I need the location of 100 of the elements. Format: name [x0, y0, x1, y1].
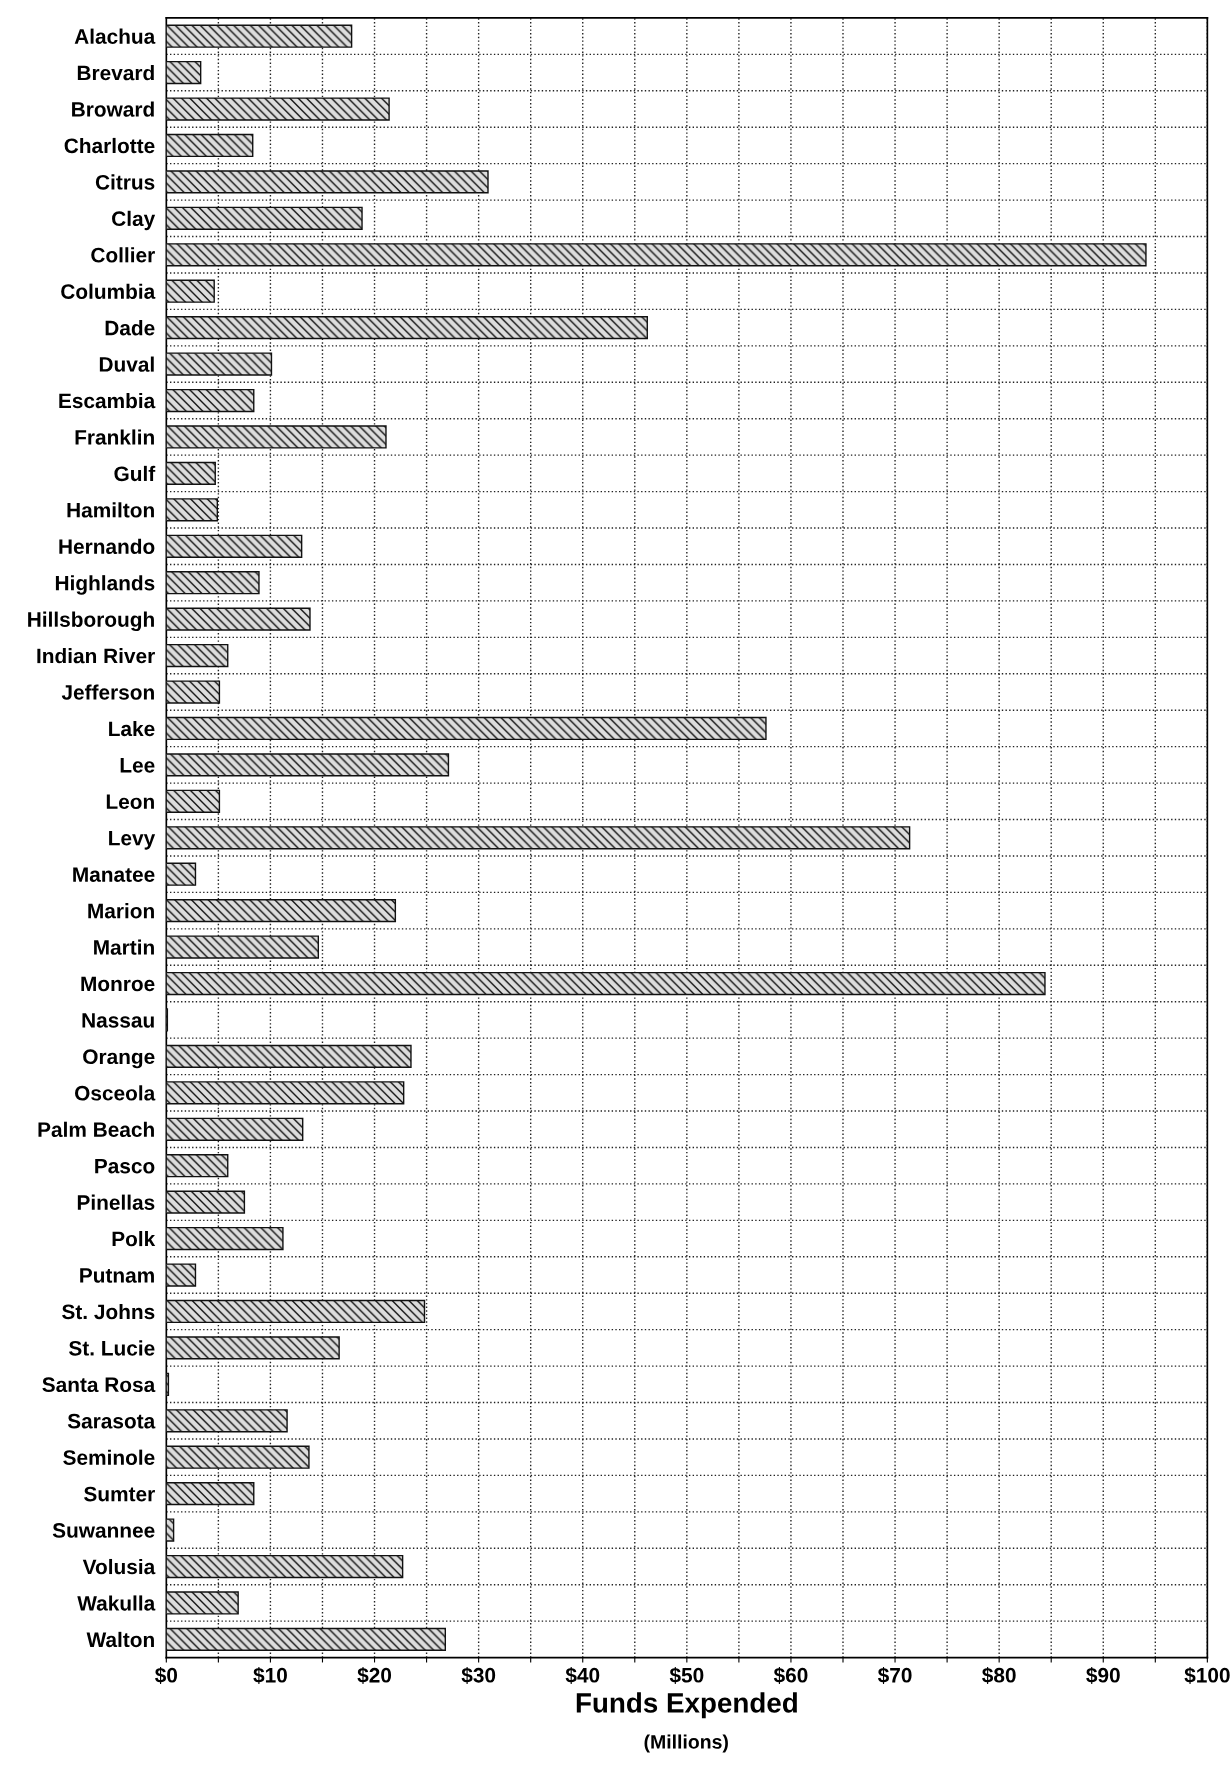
- y-tick-label: Dade: [105, 320, 155, 336]
- bar: [166, 243, 1147, 267]
- bar: [166, 1263, 197, 1287]
- y-tick-label: Manatee: [73, 867, 155, 882]
- bar: [166, 97, 390, 121]
- x-tick-label: $10: [253, 1666, 287, 1684]
- y-tick-label: Gulf: [114, 465, 156, 482]
- y-tick-label: St. Johns: [62, 1303, 155, 1320]
- y-tick-label: Jefferson: [61, 684, 154, 700]
- x-tick-label: $30: [461, 1666, 496, 1684]
- bar: [166, 1482, 255, 1506]
- y-tick-label: Alachua: [74, 28, 156, 44]
- text: (Millions): [644, 1734, 728, 1753]
- y-tick-label: Santa Rosa: [42, 1377, 156, 1393]
- bar: [166, 571, 260, 595]
- x-tick-label: $100: [1184, 1666, 1230, 1684]
- x-tick-label: $80: [982, 1666, 1016, 1684]
- y-tick-label: Suwannee: [52, 1523, 155, 1538]
- bar: [166, 899, 397, 923]
- y-tick-label: Citrus: [95, 174, 155, 190]
- bar: [166, 279, 215, 303]
- y-tick-label: Martin: [94, 939, 154, 955]
- y-tick-label: Indian River: [37, 648, 155, 664]
- bar: [166, 388, 255, 413]
- y-tick-label: Hillsborough: [28, 611, 154, 632]
- y-tick-label: Hamilton: [67, 502, 154, 518]
- y-tick-label: Escambia: [59, 392, 156, 409]
- bar: [166, 862, 197, 886]
- bar: [166, 643, 229, 668]
- y-tick-label: Brevard: [77, 65, 154, 81]
- x-tick-label: $20: [357, 1666, 392, 1684]
- bar: [166, 1409, 288, 1433]
- y-tick-label: Wakulla: [77, 1595, 156, 1611]
- bar: [166, 935, 320, 959]
- y-tick-label: Nassau: [82, 1013, 154, 1028]
- y-tick-label: Volusia: [82, 1558, 156, 1575]
- y-tick-label: Duval: [99, 356, 154, 372]
- y-tick-label: Leon: [106, 794, 154, 810]
- y-tick-label: Hernando: [59, 538, 155, 555]
- bar: [166, 1627, 447, 1652]
- bar: [166, 133, 254, 158]
- bar: [166, 206, 363, 230]
- y-tick-label: Polk: [112, 1231, 156, 1247]
- bar: [166, 753, 450, 777]
- x-tick-label: $60: [773, 1666, 808, 1684]
- bar: [166, 316, 648, 340]
- x-tick-label: $70: [877, 1666, 912, 1684]
- y-tick-label: Sarasota: [67, 1413, 156, 1429]
- y-tick-label: Sumter: [84, 1486, 155, 1502]
- bar: [166, 1044, 412, 1069]
- bar: [166, 1154, 229, 1178]
- bar: [166, 1226, 284, 1251]
- y-tick-label: Levy: [109, 830, 156, 850]
- x-tick-label: $40: [565, 1666, 600, 1684]
- bar: [166, 498, 219, 522]
- bar: [166, 1299, 426, 1324]
- y-tick-label: Palm Beach: [38, 1121, 154, 1138]
- y-tick-label: Orange: [83, 1049, 155, 1069]
- y-tick-label: Clay: [112, 210, 156, 231]
- bar: [166, 534, 303, 558]
- y-tick-label: Franklin: [75, 429, 154, 445]
- bar: [166, 1591, 239, 1615]
- y-tick-label: Osceola: [75, 1085, 156, 1101]
- y-tick-label: Walton: [86, 1631, 154, 1648]
- bar: [166, 1445, 310, 1469]
- y-tick-label: Broward: [72, 101, 154, 117]
- x-tick-label: $0: [155, 1666, 178, 1684]
- y-tick-label: Pasco: [95, 1158, 155, 1174]
- y-tick-label: Pinellas: [77, 1194, 155, 1210]
- x-tick-label: $50: [669, 1666, 704, 1684]
- y-tick-label: Putnam: [80, 1268, 154, 1283]
- bar: [166, 461, 216, 486]
- y-tick-label: Monroe: [81, 976, 155, 992]
- y-tick-label: St. Lucie: [68, 1340, 155, 1356]
- bar: [166, 60, 202, 85]
- bar: [166, 1518, 175, 1542]
- bar: [166, 789, 221, 813]
- bar: [166, 971, 1046, 996]
- bar: [166, 425, 387, 449]
- bar: [166, 1554, 404, 1579]
- bar: [166, 1081, 405, 1105]
- bar: [166, 24, 353, 48]
- bar: [166, 826, 911, 850]
- bar: [166, 607, 311, 631]
- bar: [166, 352, 273, 376]
- bar: [166, 716, 767, 741]
- y-tick-label: Lee: [120, 758, 155, 773]
- x-axis-title: Funds Expended: [576, 1692, 797, 1719]
- y-tick-label: Seminole: [63, 1449, 155, 1465]
- bar: [166, 1190, 246, 1214]
- bar: [166, 1117, 304, 1141]
- x-tick-label: $90: [1086, 1666, 1120, 1684]
- y-tick-label: Lake: [109, 720, 155, 737]
- y-tick-label: Marion: [88, 903, 154, 919]
- y-tick-label: Collier: [91, 247, 155, 263]
- y-tick-label: Charlotte: [64, 137, 155, 154]
- bar: [166, 170, 489, 194]
- y-tick-label: Highlands: [55, 575, 155, 595]
- bar: [166, 680, 221, 704]
- bar: [166, 1336, 340, 1360]
